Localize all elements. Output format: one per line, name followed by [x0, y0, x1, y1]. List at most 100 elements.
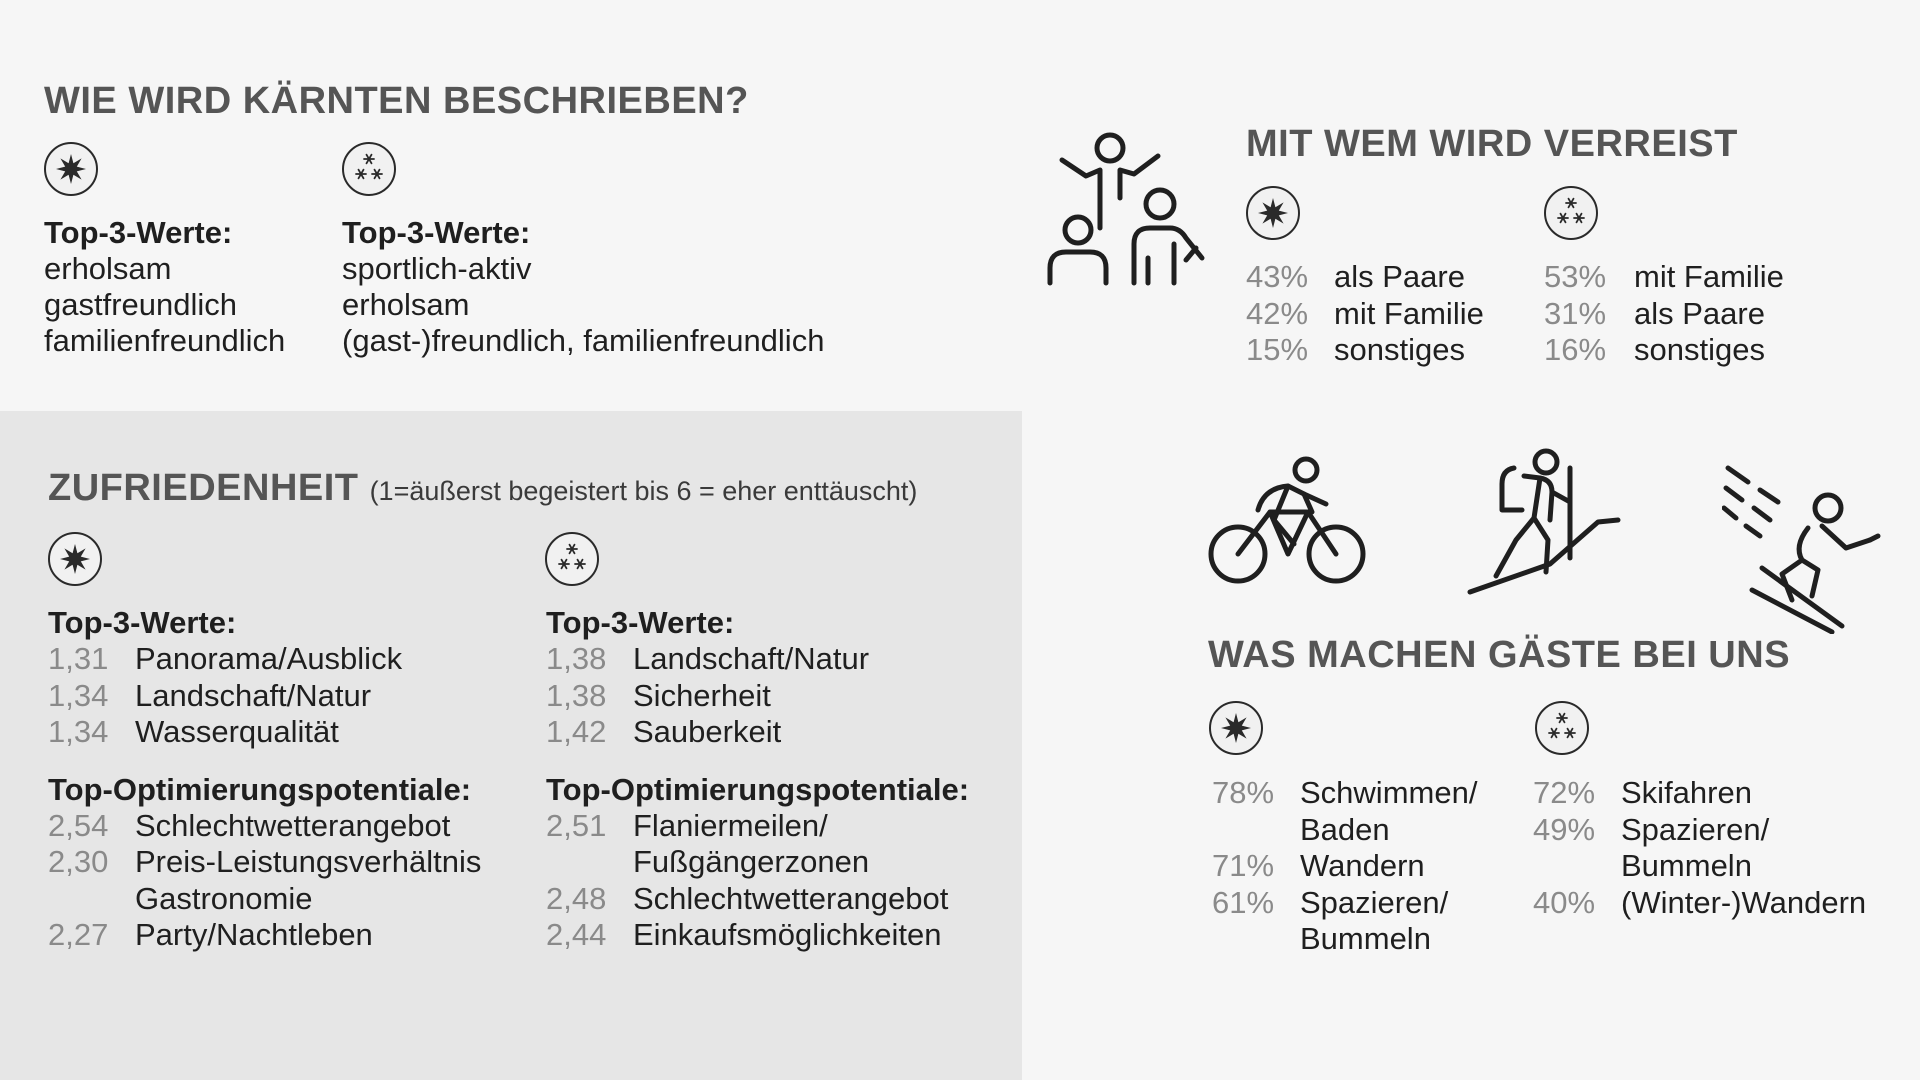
list-item: 2,54 Schlechtwetterangebot [48, 808, 481, 845]
describe-winter-item: sportlich-aktiv [342, 251, 532, 286]
describe-winter-item: erholsam [342, 287, 470, 322]
satisfaction-subtitle: (1=äußerst begeistert bis 6 = eher enttä… [369, 476, 918, 506]
top-label: Top-3-Werte: [48, 605, 237, 640]
label: Bummeln [1621, 848, 1752, 883]
label: Wandern [1300, 848, 1425, 883]
list-item: 1,31 Panorama/Ausblick [48, 641, 481, 678]
label: Baden [1300, 811, 1390, 847]
label: Sauberkeit [633, 714, 782, 749]
label: Spazieren/ [1621, 811, 1770, 847]
score: 2,51 [546, 807, 607, 843]
travel-summer-list: 43% als Paare 42% mit Familie 15% sonstiges [1246, 259, 1484, 369]
label: Sicherheit [633, 677, 771, 713]
travel-title: MIT WEM WIRD VERREIST [1246, 123, 1738, 165]
opt-label: Top-Optimierungspotentiale: [48, 771, 472, 807]
pct: 53% [1544, 259, 1607, 294]
label: Party/Nachtleben [135, 917, 373, 952]
list-item: 43% als Paare [1246, 259, 1484, 296]
list-item: 2,48 Schlechtwetterangebot [546, 881, 969, 918]
sun-icon [1246, 186, 1300, 240]
label: Fußgängerzonen [633, 844, 870, 879]
list-item: 1,42 Sauberkeit [546, 714, 969, 751]
list-item-continuation: Gastronomie [48, 881, 481, 918]
opt-label: Top-Optimierungspotentiale: [546, 771, 970, 807]
label: als Paare [1634, 295, 1765, 331]
score: 1,42 [546, 714, 607, 749]
label: Preis-Leistungsverhältnis [135, 844, 482, 879]
describe-summer-item: familienfreundlich [44, 323, 286, 358]
label: mit Familie [1634, 259, 1784, 294]
label: Spazieren/ [1300, 884, 1449, 920]
describe-winter-item: (gast-)freundlich, familienfreundlich [342, 323, 825, 358]
satisfaction-winter: Top-3-Werte: 1,38 Landschaft/Natur 1,38 Si… [546, 605, 969, 954]
list-item-continuation: Bummeln [1212, 921, 1477, 958]
label: Wasserqualität [135, 714, 339, 749]
score: 1,34 [48, 714, 109, 749]
sun-icon [48, 532, 102, 586]
describe-summer-item: gastfreundlich [44, 287, 238, 322]
score: 1,38 [546, 641, 607, 676]
label: Schlechtwetterangebot [135, 807, 451, 843]
score: 2,44 [546, 917, 607, 952]
list-item: 2,51 Flaniermeilen/ [546, 808, 969, 845]
score: 2,27 [48, 917, 109, 952]
label: Flaniermeilen/ [633, 807, 828, 843]
activities-winter-list: 72% Skifahren 49% Spazieren/ Bummeln 40% (W… [1533, 775, 1866, 921]
list-item: 2,27 Party/Nachtleben [48, 917, 481, 954]
list-item: 16% sonstiges [1544, 332, 1784, 369]
list-item-continuation: Baden [1212, 812, 1477, 849]
label: sonstiges [1634, 332, 1765, 367]
label: sonstiges [1334, 332, 1465, 367]
sun-icon [1209, 701, 1263, 755]
describe-title: WIE WIRD KÄRNTEN BESCHRIEBEN? [44, 80, 749, 122]
skier-icon [1722, 464, 1882, 634]
label: mit Familie [1334, 295, 1484, 331]
sun-icon [44, 142, 98, 196]
list-item: 1,34 Landschaft/Natur [48, 678, 481, 715]
describe-summer-label: Top-3-Werte: [44, 215, 233, 250]
score: 1,38 [546, 677, 607, 713]
label: Bummeln [1300, 921, 1431, 956]
list-item-continuation: Bummeln [1533, 848, 1866, 885]
label: Landschaft/Natur [633, 641, 870, 676]
pct: 15% [1246, 332, 1309, 367]
list-item: 61% Spazieren/ [1212, 885, 1477, 922]
label: Gastronomie [135, 880, 313, 916]
score: 2,30 [48, 844, 109, 879]
label: Panorama/Ausblick [135, 641, 403, 676]
describe-winter-label: Top-3-Werte: [342, 215, 531, 250]
pct: 42% [1246, 295, 1309, 331]
satisfaction-title-text: ZUFRIEDENHEIT [48, 467, 359, 509]
group-people-icon [1042, 128, 1206, 292]
describe-summer-item: erholsam [44, 251, 172, 286]
describe-winter: Top-3-Werte: sportlich-aktiv erholsam (g… [342, 215, 824, 359]
satisfaction-summer: Top-3-Werte: 1,31 Panorama/Ausblick 1,34 L… [48, 605, 481, 954]
pct: 71% [1212, 848, 1275, 883]
label: Einkaufsmöglichkeiten [633, 917, 942, 952]
list-item: 71% Wandern [1212, 848, 1477, 885]
snowflakes-icon [342, 142, 396, 196]
activities-title: WAS MACHEN GÄSTE BEI UNS [1208, 634, 1791, 676]
list-item: 1,34 Wasserqualität [48, 714, 481, 751]
pct: 43% [1246, 259, 1309, 294]
pct: 40% [1533, 884, 1596, 920]
snowflakes-icon [1544, 186, 1598, 240]
label: Schwimmen/ [1300, 775, 1478, 810]
score: 2,54 [48, 807, 109, 843]
list-item: 15% sonstiges [1246, 332, 1484, 369]
score: 2,48 [546, 880, 607, 916]
pct: 78% [1212, 775, 1275, 810]
list-item-continuation: Fußgängerzonen [546, 844, 969, 881]
list-item: 1,38 Sicherheit [546, 678, 969, 715]
travel-winter-list: 53% mit Familie 31% als Paare 16% sonstiges [1544, 259, 1784, 369]
snowflakes-icon [1535, 701, 1589, 755]
label: (Winter-)Wandern [1621, 884, 1867, 920]
cyclist-icon [1208, 454, 1368, 589]
hiker-icon [1466, 448, 1626, 598]
describe-summer: Top-3-Werte: erholsam gastfreundlich fam… [44, 215, 285, 359]
list-item: 40% (Winter-)Wandern [1533, 885, 1866, 922]
pct: 31% [1544, 295, 1607, 331]
pct: 61% [1212, 884, 1275, 920]
score: 1,34 [48, 677, 109, 713]
pct: 49% [1533, 811, 1596, 847]
